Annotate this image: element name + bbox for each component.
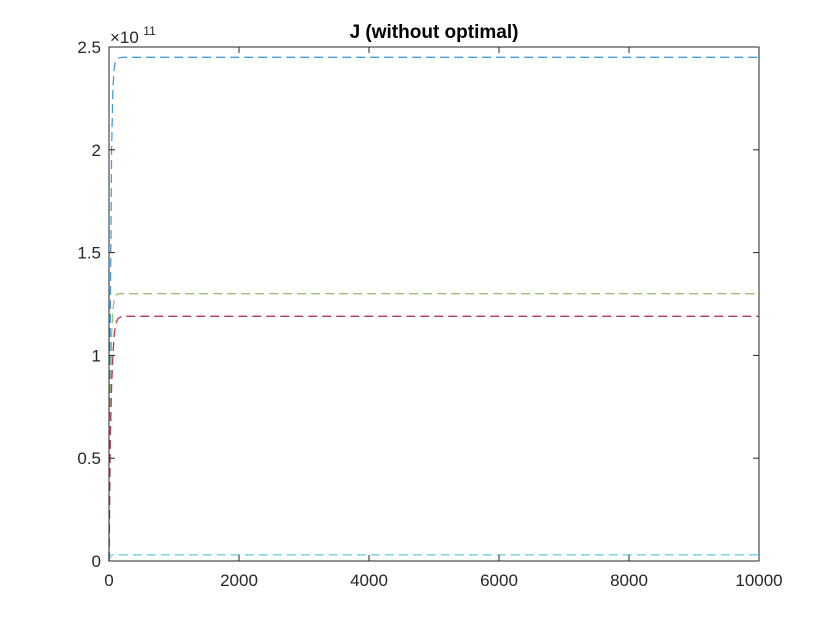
tick-layer: 0 2000 4000 6000 8000 10000 0 0.5 1 1.5 2 2.5 [77, 38, 782, 590]
y-axis-multiplier: ×10 11 [110, 24, 156, 47]
x-tick-label: 10000 [735, 571, 782, 590]
series-line-1 [108, 56, 759, 562]
y-tick-label: 1 [92, 346, 101, 365]
axes-box [108, 46, 760, 562]
y-tick-label: 1.5 [77, 244, 101, 263]
y-axis-multiplier-base: ×10 [110, 28, 139, 47]
x-tick-label: 6000 [480, 571, 518, 590]
y-tick-label: 2.5 [77, 38, 101, 57]
x-tick-label: 8000 [610, 571, 648, 590]
y-tick-label: 0 [92, 552, 101, 571]
y-axis-multiplier-exponent: 11 [143, 24, 156, 38]
series-layer [108, 56, 759, 562]
series-line-2 [108, 293, 759, 562]
plot-area [109, 47, 759, 561]
chart-title: J (without optimal) [350, 22, 519, 43]
series-line-4 [108, 554, 759, 562]
series-line-3 [108, 315, 759, 562]
y-tick-label: 0.5 [77, 449, 101, 468]
x-tick-label: 4000 [350, 571, 388, 590]
x-tick-label: 2000 [220, 571, 258, 590]
y-tick-label: 2 [92, 141, 101, 160]
x-tick-label: 0 [104, 571, 113, 590]
